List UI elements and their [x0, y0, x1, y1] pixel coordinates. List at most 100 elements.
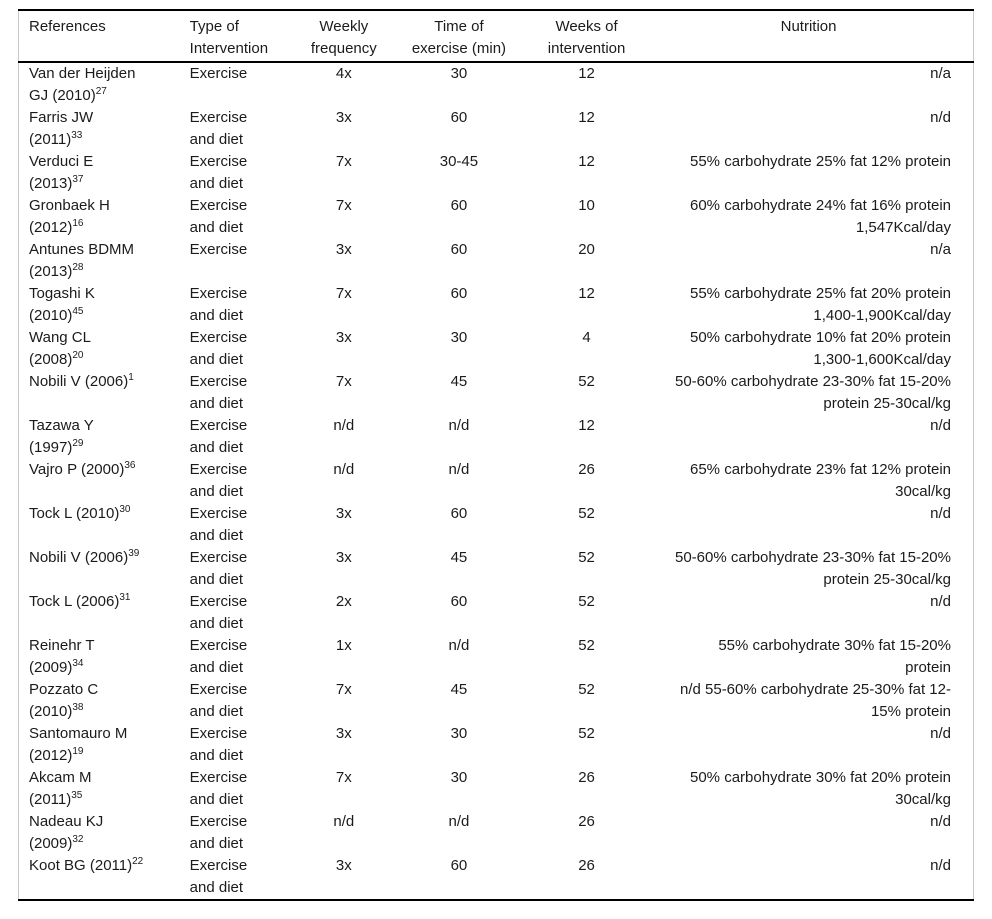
table-row: Wang CL (2008)20 Exercise and diet 3x 30… [19, 327, 974, 371]
exercise-time-cell: 30-45 [439, 153, 479, 170]
weeks-cell: 26 [578, 813, 595, 830]
weekly-frequency-cell: 2x [335, 593, 352, 610]
reference-text: Nadeau KJ (2009) [29, 813, 104, 852]
citation-superscript: 20 [72, 350, 84, 361]
weeks-cell: 52 [578, 373, 595, 390]
col-header-exercise-time: Time of exercise (min) [388, 10, 530, 63]
reference-cell: Wang CL (2008)20 [19, 327, 184, 371]
citation-superscript: 39 [128, 548, 140, 559]
table-row: Akcam M (2011)35 Exercise and diet 7x 30… [19, 767, 974, 811]
weeks-cell: 26 [578, 769, 595, 786]
table-row: Van der Heijden GJ (2010)27 Exercise 4x … [19, 62, 974, 107]
table-row: Tock L (2006)31 Exercise and diet 2x 60 … [19, 591, 974, 635]
reference-text: Gronbaek H (2012) [29, 197, 110, 236]
nutrition-cell: n/a [930, 241, 951, 258]
reference-cell: Santomauro M (2012)19 [19, 723, 184, 767]
nutrition-cell: n/d [930, 505, 951, 522]
table-row: Reinehr T (2009)34 Exercise and diet 1x … [19, 635, 974, 679]
table-row: Tazawa Y (1997)29 Exercise and diet n/d … [19, 415, 974, 459]
exercise-time-cell: 60 [450, 197, 468, 214]
reference-text: Koot BG (2011) [29, 857, 133, 874]
exercise-time-cell: 45 [450, 681, 468, 698]
table-row: Gronbaek H (2012)16 Exercise and diet 7x… [19, 195, 974, 239]
reference-cell: Pozzato C (2010)38 [19, 679, 184, 723]
table-row: Pozzato C (2010)38 Exercise and diet 7x … [19, 679, 974, 723]
nutrition-cell: n/d [930, 417, 951, 434]
weekly-frequency-cell: 7x [335, 285, 352, 302]
table-row: Togashi K (2010)45 Exercise and diet 7x … [19, 283, 974, 327]
reference-cell: Koot BG (2011)22 [19, 855, 184, 900]
reference-text: Antunes BDMM (2013) [29, 241, 135, 280]
table-row: Nobili V (2006)1 Exercise and diet 7x 45… [19, 371, 974, 415]
exercise-time-cell: 30 [450, 769, 468, 786]
reference-cell: Gronbaek H (2012)16 [19, 195, 184, 239]
exercise-time-cell: n/d [448, 637, 470, 654]
exercise-time-cell: 60 [450, 285, 468, 302]
intervention-type-cell: Exercise and diet [189, 857, 248, 896]
col-header-weekly-frequency: Weekly frequency [298, 10, 389, 63]
col-header-nutrition: Nutrition [644, 10, 974, 63]
weekly-frequency-cell: 3x [335, 505, 352, 522]
nutrition-cell: n/d [930, 813, 951, 830]
exercise-time-cell: 60 [450, 593, 468, 610]
intervention-type-cell: Exercise and diet [189, 461, 248, 500]
citation-superscript: 31 [119, 592, 131, 603]
table-row: Tock L (2010)30 Exercise and diet 3x 60 … [19, 503, 974, 547]
weekly-frequency-cell: 3x [335, 109, 352, 126]
citation-superscript: 36 [124, 460, 136, 471]
reference-cell: Vajro P (2000)36 [19, 459, 184, 503]
weekly-frequency-cell: 7x [335, 197, 352, 214]
intervention-type-cell: Exercise and diet [189, 109, 248, 148]
reference-cell: Tock L (2010)30 [19, 503, 184, 547]
col-header-weeks: Weeks of intervention [529, 10, 645, 63]
intervention-type-cell: Exercise and diet [189, 197, 248, 236]
nutrition-cell: 55% carbohydrate 25% fat 20% protein 1,4… [690, 285, 951, 324]
reference-cell: Nobili V (2006)1 [19, 371, 184, 415]
weeks-cell: 12 [578, 65, 595, 82]
table-row: Vajro P (2000)36 Exercise and diet n/d n… [19, 459, 974, 503]
reference-text: Akcam M (2011) [29, 769, 92, 808]
reference-text: Verduci E (2013) [29, 153, 94, 192]
nutrition-cell: 65% carbohydrate 23% fat 12% protein 30c… [690, 461, 951, 500]
reference-cell: Togashi K (2010)45 [19, 283, 184, 327]
weekly-frequency-cell: 3x [335, 725, 352, 742]
nutrition-cell: 55% carbohydrate 25% fat 12% protein [690, 153, 951, 170]
intervention-type-cell: Exercise and diet [189, 285, 248, 324]
citation-superscript: 16 [72, 218, 84, 229]
weeks-cell: 52 [578, 549, 595, 566]
weeks-cell: 52 [578, 725, 595, 742]
reference-cell: Tazawa Y (1997)29 [19, 415, 184, 459]
reference-cell: Van der Heijden GJ (2010)27 [19, 62, 184, 107]
weeks-cell: 52 [578, 505, 595, 522]
reference-text: Van der Heijden GJ (2010) [29, 65, 136, 104]
reference-text: Tock L (2010) [29, 505, 120, 522]
intervention-type-cell: Exercise and diet [189, 417, 248, 456]
intervention-type-cell: Exercise and diet [189, 549, 248, 588]
citation-superscript: 29 [72, 438, 84, 449]
intervention-type-cell: Exercise and diet [189, 329, 248, 368]
reference-text: Farris JW (2011) [29, 109, 94, 148]
weekly-frequency-cell: 3x [335, 241, 352, 258]
reference-text: Vajro P (2000) [29, 461, 125, 478]
weeks-cell: 26 [578, 461, 595, 478]
reference-cell: Nadeau KJ (2009)32 [19, 811, 184, 855]
citation-superscript: 30 [119, 504, 131, 515]
table-row: Verduci E (2013)37 Exercise and diet 7x … [19, 151, 974, 195]
intervention-type-cell: Exercise and diet [189, 813, 248, 852]
weekly-frequency-cell: 1x [335, 637, 352, 654]
nutrition-cell: n/d [930, 593, 951, 610]
exercise-time-cell: 60 [450, 241, 468, 258]
citation-superscript: 22 [132, 856, 144, 867]
table-row: Farris JW (2011)33 Exercise and diet 3x … [19, 107, 974, 151]
exercise-time-cell: 30 [450, 65, 468, 82]
reference-cell: Tock L (2006)31 [19, 591, 184, 635]
citation-superscript: 33 [71, 130, 83, 141]
reference-text: Nobili V (2006) [29, 549, 129, 566]
reference-cell: Reinehr T (2009)34 [19, 635, 184, 679]
intervention-type-cell: Exercise [189, 65, 248, 82]
weekly-frequency-cell: 3x [335, 549, 352, 566]
exercise-time-cell: 60 [450, 109, 468, 126]
weekly-frequency-cell: 4x [335, 65, 352, 82]
nutrition-cell: 50-60% carbohydrate 23-30% fat 15-20% pr… [674, 549, 951, 588]
citation-superscript: 1 [128, 372, 134, 383]
